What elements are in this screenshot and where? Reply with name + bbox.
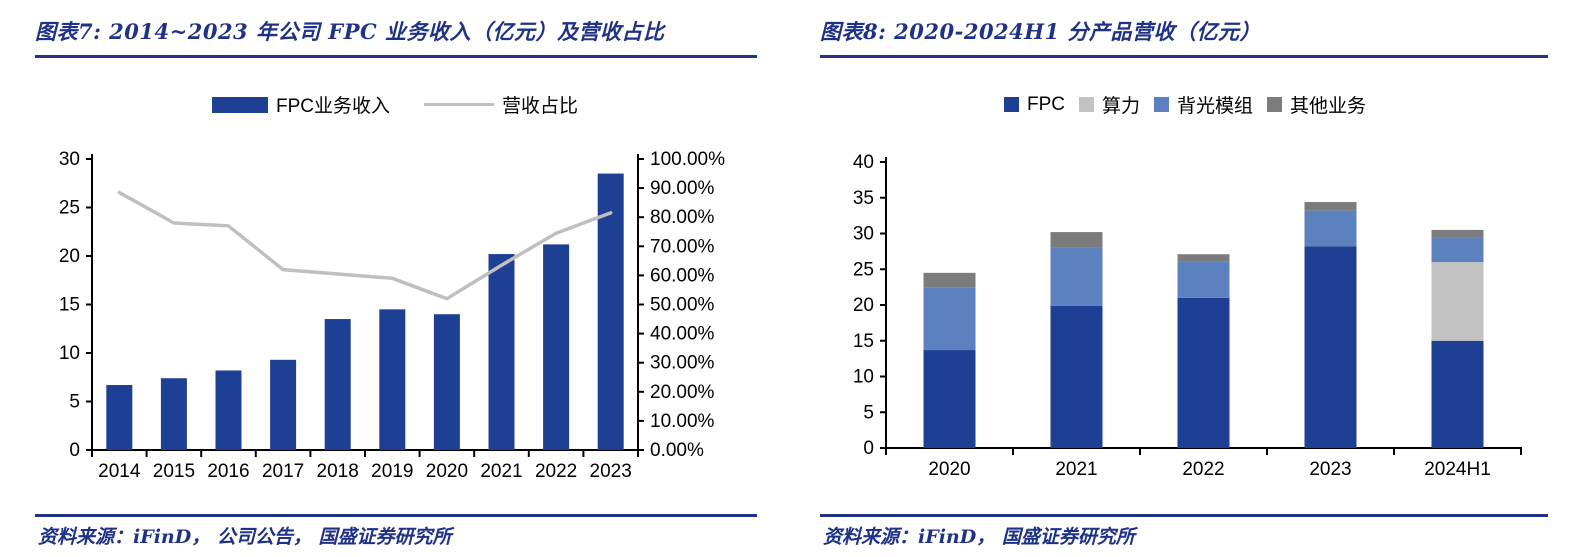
svg-text:2017: 2017 [262, 461, 304, 482]
svg-text:2018: 2018 [317, 461, 359, 482]
legend-label-fpc-revenue: FPC业务收入 [275, 96, 390, 117]
figure-7-panel: 图表7: 2014~2023 年公司 FPC 业务收入（亿元）及营收占比 FPC… [0, 19, 790, 548]
square-swatch-icon [1153, 97, 1169, 112]
legend-label-other: 其他业务 [1290, 96, 1367, 117]
svg-text:30.00%: 30.00% [650, 353, 715, 374]
figure-8-title-rule [820, 55, 1548, 58]
svg-text:2016: 2016 [207, 461, 249, 482]
svg-text:5: 5 [863, 402, 874, 423]
svg-text:100.00%: 100.00% [650, 149, 725, 170]
figure-8-title: 图表8: 2020-2024H1 分产品营收（亿元） [820, 19, 1262, 44]
legend-label-backlight: 背光模组 [1176, 96, 1253, 117]
svg-text:60.00%: 60.00% [650, 265, 715, 286]
svg-text:2021: 2021 [1055, 459, 1097, 480]
figure-7-legend: FPC业务收入 营收占比 [0, 91, 790, 118]
svg-text:90.00%: 90.00% [650, 178, 715, 199]
figure-7-source: 资料来源：iFinD， 公司公告， 国盛证券研究所 [38, 526, 452, 548]
square-swatch-icon [1078, 97, 1094, 112]
svg-text:10: 10 [853, 367, 874, 388]
svg-text:2023: 2023 [590, 461, 632, 482]
legend-item-computing: 算力 [1078, 91, 1140, 118]
svg-text:35: 35 [853, 188, 874, 209]
figure-7-title-rule [35, 55, 757, 58]
fpc-revenue-combo-chart: 0 5 10 15 20 25 30 0.00% 10.00% 20.00% 30.00% 40.00… [59, 149, 725, 482]
svg-text:40: 40 [853, 152, 874, 173]
svg-text:25: 25 [853, 259, 874, 280]
bar-swatch-icon [211, 96, 268, 113]
square-swatch-icon [1267, 97, 1282, 112]
svg-text:2021: 2021 [480, 461, 522, 482]
figure-8-source: 资料来源：iFinD， 国盛证券研究所 [823, 526, 1135, 548]
svg-text:2015: 2015 [153, 461, 195, 482]
figure-7-title: 图表7: 2014~2023 年公司 FPC 业务收入（亿元）及营收占比 [35, 19, 665, 44]
figure-7-footer-rule [35, 514, 757, 517]
svg-text:10.00%: 10.00% [650, 411, 715, 432]
legend-item-other: 其他业务 [1267, 91, 1366, 118]
svg-text:50.00%: 50.00% [650, 295, 715, 316]
svg-text:20.00%: 20.00% [650, 382, 715, 403]
svg-text:0: 0 [863, 438, 874, 459]
svg-text:30: 30 [853, 224, 874, 245]
svg-text:10: 10 [59, 343, 80, 364]
svg-text:20: 20 [853, 295, 874, 316]
svg-text:2020: 2020 [426, 461, 468, 482]
svg-text:0.00%: 0.00% [650, 440, 704, 461]
legend-label-revenue-share: 营收占比 [502, 96, 579, 117]
legend-item-revenue-share: 营收占比 [424, 91, 578, 118]
legend-item-fpc-revenue: FPC业务收入 [211, 91, 390, 118]
svg-text:2022: 2022 [535, 461, 577, 482]
svg-text:2023: 2023 [1309, 459, 1351, 480]
figure-8-legend: FPC 算力 背光模组 其他业务 [790, 91, 1580, 118]
legend-label-fpc: FPC [1026, 93, 1065, 115]
svg-text:15: 15 [59, 295, 80, 316]
svg-text:70.00%: 70.00% [650, 236, 715, 257]
svg-text:2020: 2020 [928, 459, 970, 480]
svg-text:15: 15 [853, 331, 874, 352]
svg-text:2014: 2014 [98, 461, 141, 482]
svg-text:20: 20 [59, 246, 80, 267]
product-revenue-stacked-chart: 0 5 10 15 20 25 30 35 40 2020 2021 2022 2023 2024H1 [853, 152, 1522, 480]
svg-text:30: 30 [59, 149, 80, 170]
legend-item-backlight: 背光模组 [1153, 91, 1253, 118]
svg-text:2022: 2022 [1182, 459, 1224, 480]
square-swatch-icon [1003, 97, 1019, 112]
line-swatch-icon [424, 103, 494, 106]
svg-text:0: 0 [69, 440, 80, 461]
svg-text:40.00%: 40.00% [650, 324, 715, 345]
svg-text:2024H1: 2024H1 [1424, 459, 1491, 480]
legend-item-fpc: FPC [1003, 93, 1065, 116]
svg-text:2019: 2019 [371, 461, 413, 482]
svg-text:25: 25 [59, 198, 80, 219]
svg-text:80.00%: 80.00% [650, 207, 715, 228]
figure-8-panel: 图表8: 2020-2024H1 分产品营收（亿元） FPC 算力 背光模组 其… [790, 0, 1580, 557]
figure-8-footer-rule [820, 514, 1548, 517]
svg-text:5: 5 [69, 392, 80, 413]
legend-label-computing: 算力 [1101, 96, 1140, 117]
